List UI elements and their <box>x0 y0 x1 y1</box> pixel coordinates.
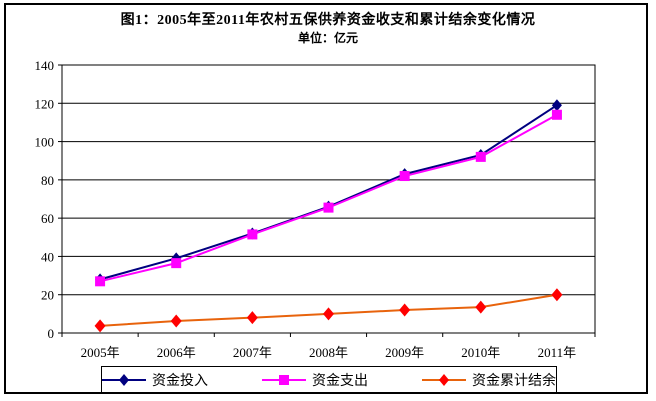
y-axis-tick-label: 120 <box>35 96 55 111</box>
legend-marker-diamond-icon <box>422 373 466 386</box>
x-axis-tick-label: 2006年 <box>157 345 196 360</box>
chart-title: 图1：2005年至2011年农村五保供养资金收支和累计结余变化情况 <box>120 13 536 28</box>
data-point-marker <box>323 202 334 213</box>
data-point-marker <box>94 319 106 333</box>
legend-label: 资金投入 <box>152 373 208 389</box>
legend-item-fund-balance: 资金累计结余 <box>422 370 556 390</box>
data-point-marker <box>475 300 487 314</box>
chart-legend: 资金投入 资金支出 资金累计结余 <box>101 366 557 393</box>
legend-label: 资金累计结余 <box>472 373 556 389</box>
y-axis-tick-label: 140 <box>35 58 55 73</box>
data-point-marker <box>246 311 258 325</box>
legend-item-fund-input: 资金投入 <box>102 370 208 390</box>
data-point-marker <box>399 303 411 317</box>
legend-item-fund-expense: 资金支出 <box>262 370 368 390</box>
data-point-marker <box>551 288 563 302</box>
y-axis-tick-label: 100 <box>35 135 55 150</box>
legend-marker-square-icon <box>262 374 306 385</box>
data-point-marker <box>170 314 182 328</box>
legend-marker-glyph <box>279 374 289 385</box>
data-point-marker <box>95 276 106 287</box>
chart-outer-border <box>4 3 648 394</box>
x-axis-tick-label: 2008年 <box>309 345 348 360</box>
y-axis-tick-label: 20 <box>41 288 54 303</box>
data-point-marker <box>247 229 258 240</box>
y-axis-tick-label: 40 <box>41 249 54 264</box>
data-point-marker <box>171 258 182 269</box>
y-axis-tick-label: 60 <box>41 211 54 226</box>
legend-marker-diamond-icon <box>102 373 146 386</box>
series-line <box>99 104 558 281</box>
data-point-marker <box>399 171 410 182</box>
legend-label: 资金支出 <box>312 373 368 389</box>
x-axis-tick-label: 2007年 <box>233 345 272 360</box>
x-axis-tick-label: 2010年 <box>461 345 500 360</box>
x-axis-tick-label: 2005年 <box>81 345 120 360</box>
legend-marker-glyph <box>439 373 449 386</box>
data-point-marker <box>323 307 334 321</box>
chart-unit-label: 单位：亿元 <box>297 31 358 45</box>
data-point-marker <box>551 109 562 120</box>
data-point-marker <box>551 99 562 112</box>
y-axis-tick-label: 0 <box>48 326 55 341</box>
y-axis-tick-label: 80 <box>41 173 54 188</box>
x-axis-tick-label: 2011年 <box>538 345 577 360</box>
x-axis-tick-label: 2009年 <box>385 345 424 360</box>
legend-marker-glyph <box>119 373 129 386</box>
data-point-marker <box>475 151 486 162</box>
plot-border <box>61 64 596 334</box>
